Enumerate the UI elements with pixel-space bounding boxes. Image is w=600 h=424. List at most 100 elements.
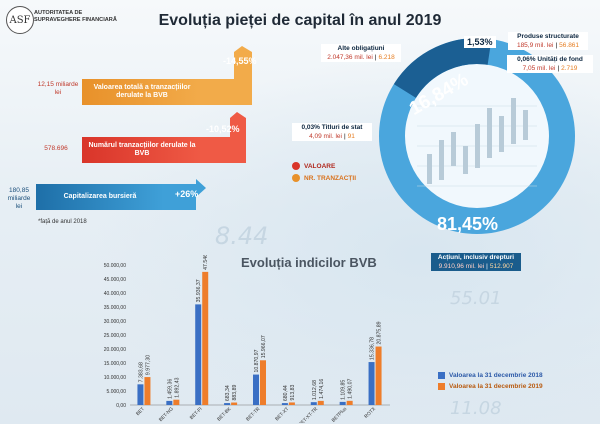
chart-legend-2018: Valoarea la 31 decembrie 2018 — [438, 372, 543, 379]
govt-bonds-count: 91 — [347, 133, 355, 140]
metric-change-3: +26% — [175, 189, 199, 199]
market-donut — [379, 38, 575, 234]
bar-value-label: 1.012,68 — [312, 380, 318, 400]
authority-name: AUTORITATEA DE SUPRAVEGHERE FINANCIARĂ — [34, 10, 117, 23]
callout-govt-bonds-title: 0,03% Titluri de stat — [292, 123, 372, 132]
bar-value-label: 7.383,68 — [138, 362, 144, 382]
metric-arrow-1 — [200, 46, 252, 105]
bar-bet-tr-2019 — [260, 360, 266, 405]
bar-bet-bk-2019 — [231, 402, 238, 405]
bar-rotx-2019 — [375, 346, 382, 405]
bar-bet-xt-2019 — [288, 402, 295, 405]
y-tick-label: 50.000,00 — [104, 263, 126, 269]
bar-value-label: 9.977,30 — [145, 355, 151, 375]
shares-value: 9.910,96 mil. lei — [438, 263, 485, 270]
callout-govt-bonds: 0,03% Titluri de stat 4,09 mil. lei | 91 — [292, 123, 372, 141]
chart-legend-2019: Valoarea la 31 decembrie 2019 — [438, 383, 543, 390]
bar-bet-fi-2018 — [195, 304, 202, 405]
y-tick-label: 35.000,00 — [104, 305, 126, 311]
bar-value-label: 10.870,97 — [254, 349, 260, 372]
fund-units-count: 2.719 — [561, 65, 578, 72]
category-label: BET-XT-TR — [298, 406, 320, 423]
bg-number-3: 11.08 — [450, 398, 502, 419]
bar-value-label: 913,83 — [290, 384, 296, 400]
callout-fund-units-values: 7,05 mil. lei | 2.719 — [507, 64, 593, 73]
bar-bet-ng-2019 — [173, 399, 180, 405]
legend-label-tranzactii: NR. TRANZACȚII — [304, 174, 356, 182]
bar-bet-ng-2018 — [166, 400, 173, 405]
govt-bonds-pct: 0,03% — [301, 124, 320, 131]
pct-structured: 1,53% — [464, 36, 496, 48]
callout-structured-values: 185,9 mil. lei | 56.861 — [508, 41, 588, 50]
metric-value-2: 578.696 — [44, 145, 68, 152]
y-tick-label: 40.000,00 — [104, 291, 126, 297]
legend-label-valoare: VALOARE — [304, 162, 336, 170]
bar-bet-xt-tr-2019 — [317, 400, 324, 405]
metric-bar-1: Valoarea totală a tranzacțiilor derulate… — [82, 79, 202, 105]
metric-value-3: 180,85 miliarde lei — [7, 187, 31, 210]
fund-units-value: 7,05 mil. lei — [522, 65, 556, 72]
structured-count: 56.861 — [559, 42, 580, 49]
bar-value-label: 1.490,07 — [348, 379, 354, 399]
legend-dot-orange — [292, 174, 300, 182]
y-tick-label: 0,00 — [116, 403, 126, 409]
y-tick-label: 5.000,00 — [107, 389, 127, 395]
metric-change-1: -14,55% — [223, 56, 257, 66]
y-tick-label: 30.000,00 — [104, 319, 126, 325]
asf-logo: ASF — [6, 6, 34, 34]
chart-title: Evoluția indicilor BVB — [241, 255, 377, 270]
shares-count: 512.907 — [489, 263, 514, 270]
indices-bar-chart: 0,00 5.000,00 10.000,00 15.000,00 20.000,00 2… — [104, 255, 390, 423]
bar-bet-2019 — [144, 377, 151, 405]
bar-bet-fi-2019 — [202, 271, 209, 405]
bar-value-label: 47.546,89 — [203, 255, 209, 270]
metric-arrow-3 — [162, 179, 206, 210]
bar-value-label: 1.459,36 — [167, 379, 173, 399]
bar-betplus-2019 — [346, 400, 353, 405]
callout-fund-units: 0,06% Unități de fond 7,05 mil. lei | 2.7… — [507, 55, 593, 73]
bar-bet-xt-2018 — [281, 403, 288, 405]
y-tick-label: 10.000,00 — [104, 375, 126, 381]
fund-units-pct: 0,06% — [517, 56, 536, 63]
category-label: BET-FI — [189, 406, 204, 421]
callout-other-bonds-title: Alte obligațiuni — [321, 44, 401, 53]
category-label: BET — [135, 406, 146, 417]
metric-change-2: -10,52% — [206, 124, 240, 134]
bar-value-label: 20.875,89 — [377, 321, 383, 344]
footnote: *față de anul 2018 — [38, 219, 87, 225]
bg-number-1: 8.44 — [215, 222, 269, 250]
bar-value-label: 683,34 — [225, 385, 231, 401]
callout-fund-units-title: 0,06% Unități de fond — [507, 55, 593, 64]
callout-structured-title: Produse structurate — [508, 32, 588, 41]
callout-other-bonds: Alte obligațiuni 2.047,36 mil. lei | 6.21… — [321, 44, 401, 62]
callout-shares-title: Acțiuni, inclusiv drepturi — [431, 253, 521, 262]
bar-value-label: 883,89 — [232, 385, 238, 401]
callout-structured: Produse structurate 185,9 mil. lei | 56.8… — [508, 32, 588, 50]
govt-bonds-name: Titluri de stat — [321, 124, 363, 131]
bar-bet-bk-2018 — [224, 403, 231, 405]
y-tick-label: 45.000,00 — [104, 277, 126, 283]
bar-rotx-2018 — [368, 362, 375, 405]
legend-swatch-2018 — [438, 372, 445, 379]
callout-shares: Acțiuni, inclusiv drepturi 9.910,96 mil.… — [431, 253, 521, 271]
bar-bet-xt-tr-2018 — [310, 402, 317, 405]
category-label: BET-BK — [216, 406, 233, 423]
bg-number-2: 55.01 — [450, 288, 502, 309]
legend-dot-red — [292, 162, 300, 170]
y-tick-label: 15.000,00 — [104, 361, 126, 367]
metric-arrow-2 — [200, 112, 246, 163]
legend-label-2019: Valoarea la 31 decembrie 2019 — [449, 383, 543, 390]
metric-bar-3: Capitalizarea bursieră — [36, 184, 164, 210]
legend-swatch-2019 — [438, 383, 445, 390]
metric-value-1: 12,15 miliarde lei — [37, 81, 79, 96]
bar-value-label: 1.109,85 — [341, 380, 347, 400]
callout-shares-values: 9.910,96 mil. lei | 512.907 — [431, 262, 521, 271]
pct-shares: 81,45% — [437, 214, 499, 234]
category-label: BET-XT — [274, 406, 290, 422]
category-label: BET-NG — [158, 406, 175, 423]
bar-value-label: 15.336,78 — [370, 337, 376, 360]
category-label: BET-TR — [245, 406, 262, 423]
y-tick-label: 25.000,00 — [104, 333, 126, 339]
fund-units-name: Unități de fond — [537, 56, 583, 63]
bar-value-label: 35.936,37 — [196, 279, 202, 302]
